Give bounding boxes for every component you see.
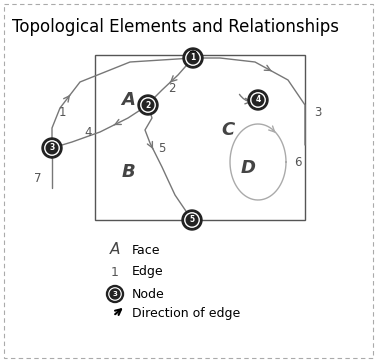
Circle shape xyxy=(141,98,155,112)
Text: 7: 7 xyxy=(34,172,42,185)
Text: A: A xyxy=(121,91,135,109)
Text: 1: 1 xyxy=(111,265,119,278)
Circle shape xyxy=(252,94,264,106)
Circle shape xyxy=(185,213,199,227)
Circle shape xyxy=(109,288,121,300)
Text: Direction of edge: Direction of edge xyxy=(132,307,240,320)
Text: 2: 2 xyxy=(146,101,151,109)
Text: Edge: Edge xyxy=(132,265,164,278)
Text: 1: 1 xyxy=(58,105,66,118)
Circle shape xyxy=(45,141,59,155)
Bar xyxy=(95,55,305,220)
Circle shape xyxy=(186,214,198,226)
Text: Face: Face xyxy=(132,244,161,257)
Circle shape xyxy=(46,142,58,154)
Circle shape xyxy=(251,93,265,107)
Circle shape xyxy=(42,138,62,158)
Circle shape xyxy=(182,210,202,230)
Circle shape xyxy=(138,95,158,115)
Text: 4: 4 xyxy=(255,96,261,105)
Circle shape xyxy=(248,90,268,110)
Circle shape xyxy=(110,289,120,299)
Circle shape xyxy=(142,99,154,111)
Circle shape xyxy=(187,52,199,64)
Text: D: D xyxy=(241,159,256,177)
Circle shape xyxy=(186,51,200,65)
Circle shape xyxy=(188,216,196,224)
Text: Topological Elements and Relationships: Topological Elements and Relationships xyxy=(12,18,339,36)
Text: 4: 4 xyxy=(84,126,92,139)
Text: 3: 3 xyxy=(49,143,55,152)
Text: 6: 6 xyxy=(294,156,302,168)
Text: 3: 3 xyxy=(113,291,118,297)
Text: 1: 1 xyxy=(190,54,196,63)
Circle shape xyxy=(183,48,203,68)
Text: 5: 5 xyxy=(189,215,195,224)
Circle shape xyxy=(106,286,124,303)
Text: 5: 5 xyxy=(158,142,166,155)
Circle shape xyxy=(189,51,197,59)
Text: 2: 2 xyxy=(168,81,176,94)
Text: B: B xyxy=(121,163,135,181)
Text: Node: Node xyxy=(132,287,165,300)
Text: 3: 3 xyxy=(314,105,322,118)
Text: C: C xyxy=(221,121,234,139)
Text: A: A xyxy=(110,243,120,257)
